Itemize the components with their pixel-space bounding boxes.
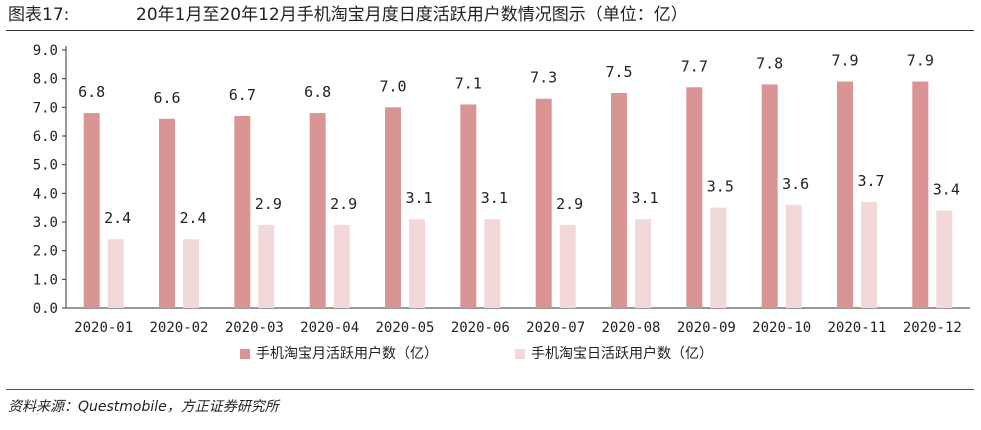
source-divider — [6, 389, 974, 390]
mau-value-label: 7.9 — [831, 52, 858, 70]
mau-bar — [159, 118, 175, 308]
title-divider — [6, 30, 974, 31]
mau-value-label: 6.7 — [229, 86, 256, 104]
y-tick-label: 6.0 — [33, 129, 58, 145]
source-note: 资料来源：Questmobile，方正证券研究所 — [8, 399, 279, 415]
mau-bar — [309, 113, 326, 308]
x-tick-label: 2020-07 — [526, 320, 585, 336]
dau-value-label: 2.9 — [330, 195, 357, 213]
mau-bar — [761, 84, 778, 309]
dau-bar — [635, 219, 651, 308]
dau-value-label: 3.1 — [481, 189, 508, 207]
dau-value-label: 3.1 — [405, 189, 432, 207]
figure-number: 图表17: — [8, 5, 70, 25]
dau-bar — [409, 219, 425, 308]
x-tick-label: 2020-10 — [752, 320, 811, 336]
x-tick-label: 2020-09 — [677, 320, 736, 336]
dau-bar — [484, 219, 501, 308]
x-tick-label: 2020-06 — [451, 320, 510, 336]
dau-bar — [785, 204, 802, 308]
y-tick-label: 8.0 — [33, 72, 58, 88]
x-tick-label: 2020-11 — [827, 320, 886, 336]
mau-bar — [837, 81, 853, 309]
mau-bar — [385, 107, 401, 308]
mau-bar — [460, 104, 477, 308]
figure-title: 图表17: 20年1月至20年12月手机淘宝月度日度活跃用户数情况图示（单位：亿） — [8, 2, 688, 28]
legend-mau-label: 手机淘宝月活跃用户数（亿） — [256, 345, 438, 362]
mau-bar — [83, 113, 100, 308]
y-tick-label: 7.0 — [33, 100, 58, 116]
mau-value-label: 6.6 — [153, 89, 180, 107]
mau-value-label: 7.7 — [681, 57, 708, 75]
x-tick-label: 2020-03 — [225, 320, 284, 336]
dau-bar — [333, 224, 350, 308]
y-tick-label: 2.0 — [33, 244, 58, 260]
legend-mau-swatch — [240, 349, 250, 359]
dau-value-label: 2.4 — [179, 209, 206, 227]
dau-value-label: 3.7 — [857, 172, 884, 190]
x-tick-label: 2020-04 — [300, 320, 359, 336]
y-tick-label: 4.0 — [33, 186, 58, 202]
dau-value-label: 3.1 — [631, 189, 658, 207]
dau-bar — [861, 201, 877, 308]
mau-value-label: 6.8 — [78, 83, 105, 101]
dau-bar — [936, 210, 953, 308]
x-tick-label: 2020-02 — [149, 320, 208, 336]
mau-value-label: 7.8 — [756, 54, 783, 72]
x-tick-label: 2020-12 — [903, 320, 962, 336]
mau-value-label: 7.5 — [605, 63, 632, 81]
dau-value-label: 3.4 — [933, 181, 960, 199]
mau-bar — [912, 81, 929, 309]
x-tick-label: 2020-05 — [375, 320, 434, 336]
dau-value-label: 2.9 — [255, 195, 282, 213]
mau-value-label: 7.3 — [530, 69, 557, 87]
dau-bar — [710, 207, 727, 308]
dau-bar — [258, 224, 275, 308]
mau-value-label: 6.8 — [304, 83, 331, 101]
mau-bar — [611, 93, 627, 308]
dau-bar — [107, 239, 124, 308]
mau-value-label: 7.1 — [455, 74, 482, 92]
x-tick-label: 2020-01 — [74, 320, 133, 336]
dau-bar — [183, 239, 199, 308]
y-tick-label: 1.0 — [33, 272, 58, 288]
dau-value-label: 2.4 — [104, 209, 131, 227]
bar-chart: 0.0 1.0 2.0 3.0 4.0 5.0 6.0 7.0 8.0 9.0 6.8 2.4 2020… — [33, 43, 970, 362]
figure-title-text: 20年1月至20年12月手机淘宝月度日度活跃用户数情况图示（单位：亿） — [136, 5, 688, 25]
y-tick-label: 0.0 — [33, 301, 58, 317]
legend-dau-swatch — [515, 349, 525, 359]
y-tick-label: 3.0 — [33, 215, 58, 231]
mau-value-label: 7.0 — [379, 77, 406, 95]
mau-bar — [234, 115, 251, 308]
legend-dau-label: 手机淘宝日活跃用户数（亿） — [531, 345, 713, 362]
dau-value-label: 3.6 — [782, 175, 809, 193]
dau-value-label: 2.9 — [556, 195, 583, 213]
mau-bar — [535, 98, 552, 308]
mau-bar — [686, 87, 703, 308]
y-tick-label: 5.0 — [33, 158, 58, 174]
x-tick-label: 2020-08 — [601, 320, 660, 336]
y-tick-label: 9.0 — [33, 43, 58, 59]
mau-value-label: 7.9 — [907, 52, 934, 70]
dau-bar — [559, 224, 576, 308]
dau-value-label: 3.5 — [707, 178, 734, 196]
